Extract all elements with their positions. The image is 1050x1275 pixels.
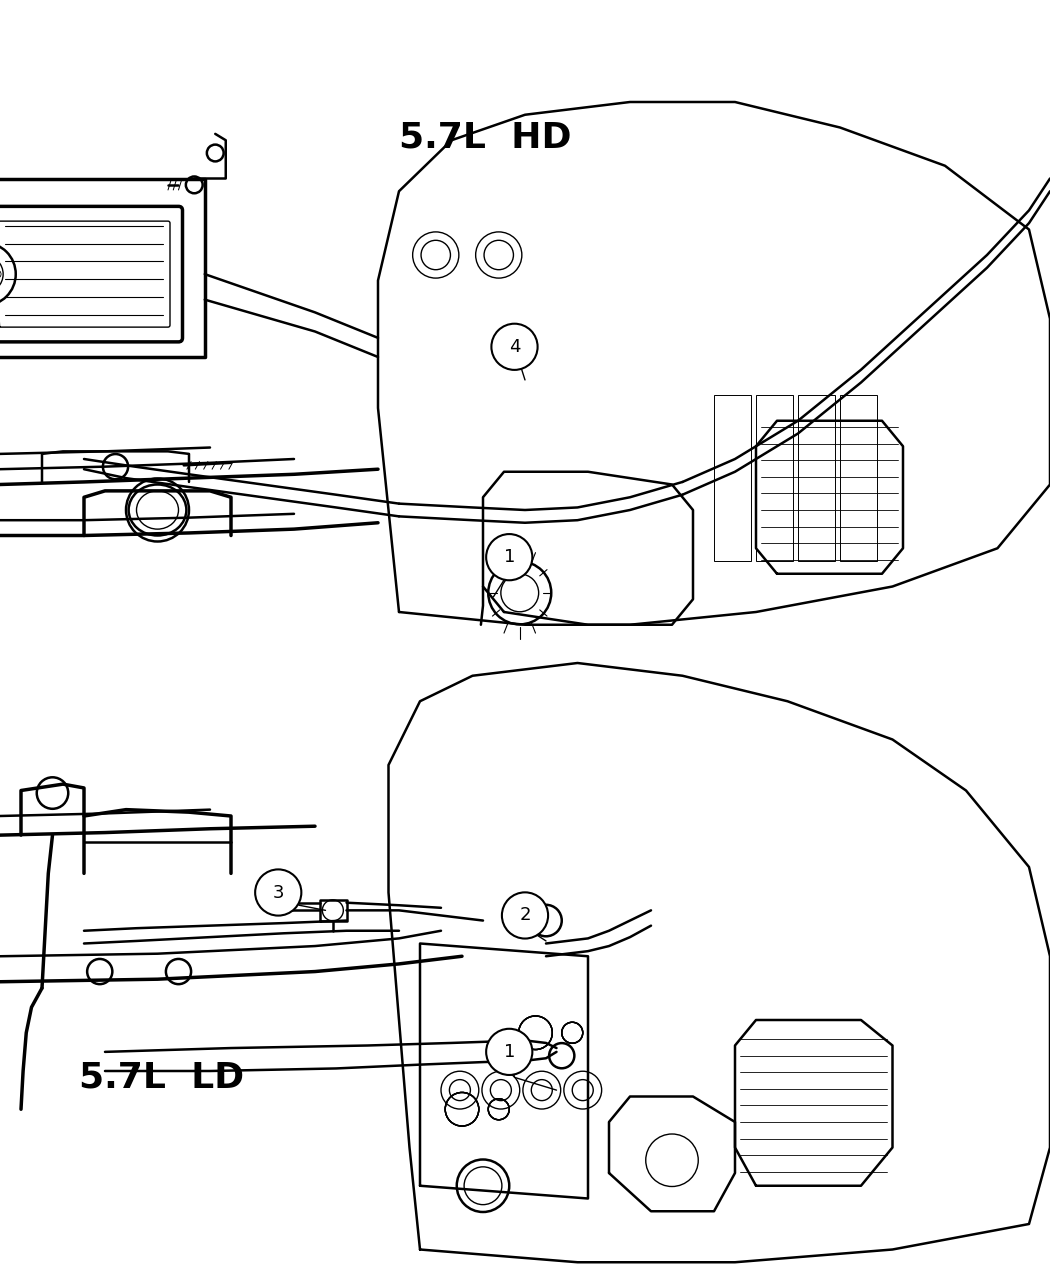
Text: 2: 2 <box>520 907 530 924</box>
Bar <box>840 395 877 561</box>
Text: 1: 1 <box>504 548 514 566</box>
Circle shape <box>502 892 548 938</box>
Circle shape <box>255 870 301 915</box>
Text: 5.7L  HD: 5.7L HD <box>399 121 571 154</box>
Bar <box>798 395 835 561</box>
Text: 4: 4 <box>509 338 520 356</box>
Bar <box>714 395 751 561</box>
Bar <box>756 395 793 561</box>
Text: 5.7L  LD: 5.7L LD <box>79 1061 244 1094</box>
Circle shape <box>486 534 532 580</box>
Text: 3: 3 <box>273 884 284 901</box>
Circle shape <box>491 324 538 370</box>
Circle shape <box>486 1029 532 1075</box>
Text: 1: 1 <box>504 1043 514 1061</box>
